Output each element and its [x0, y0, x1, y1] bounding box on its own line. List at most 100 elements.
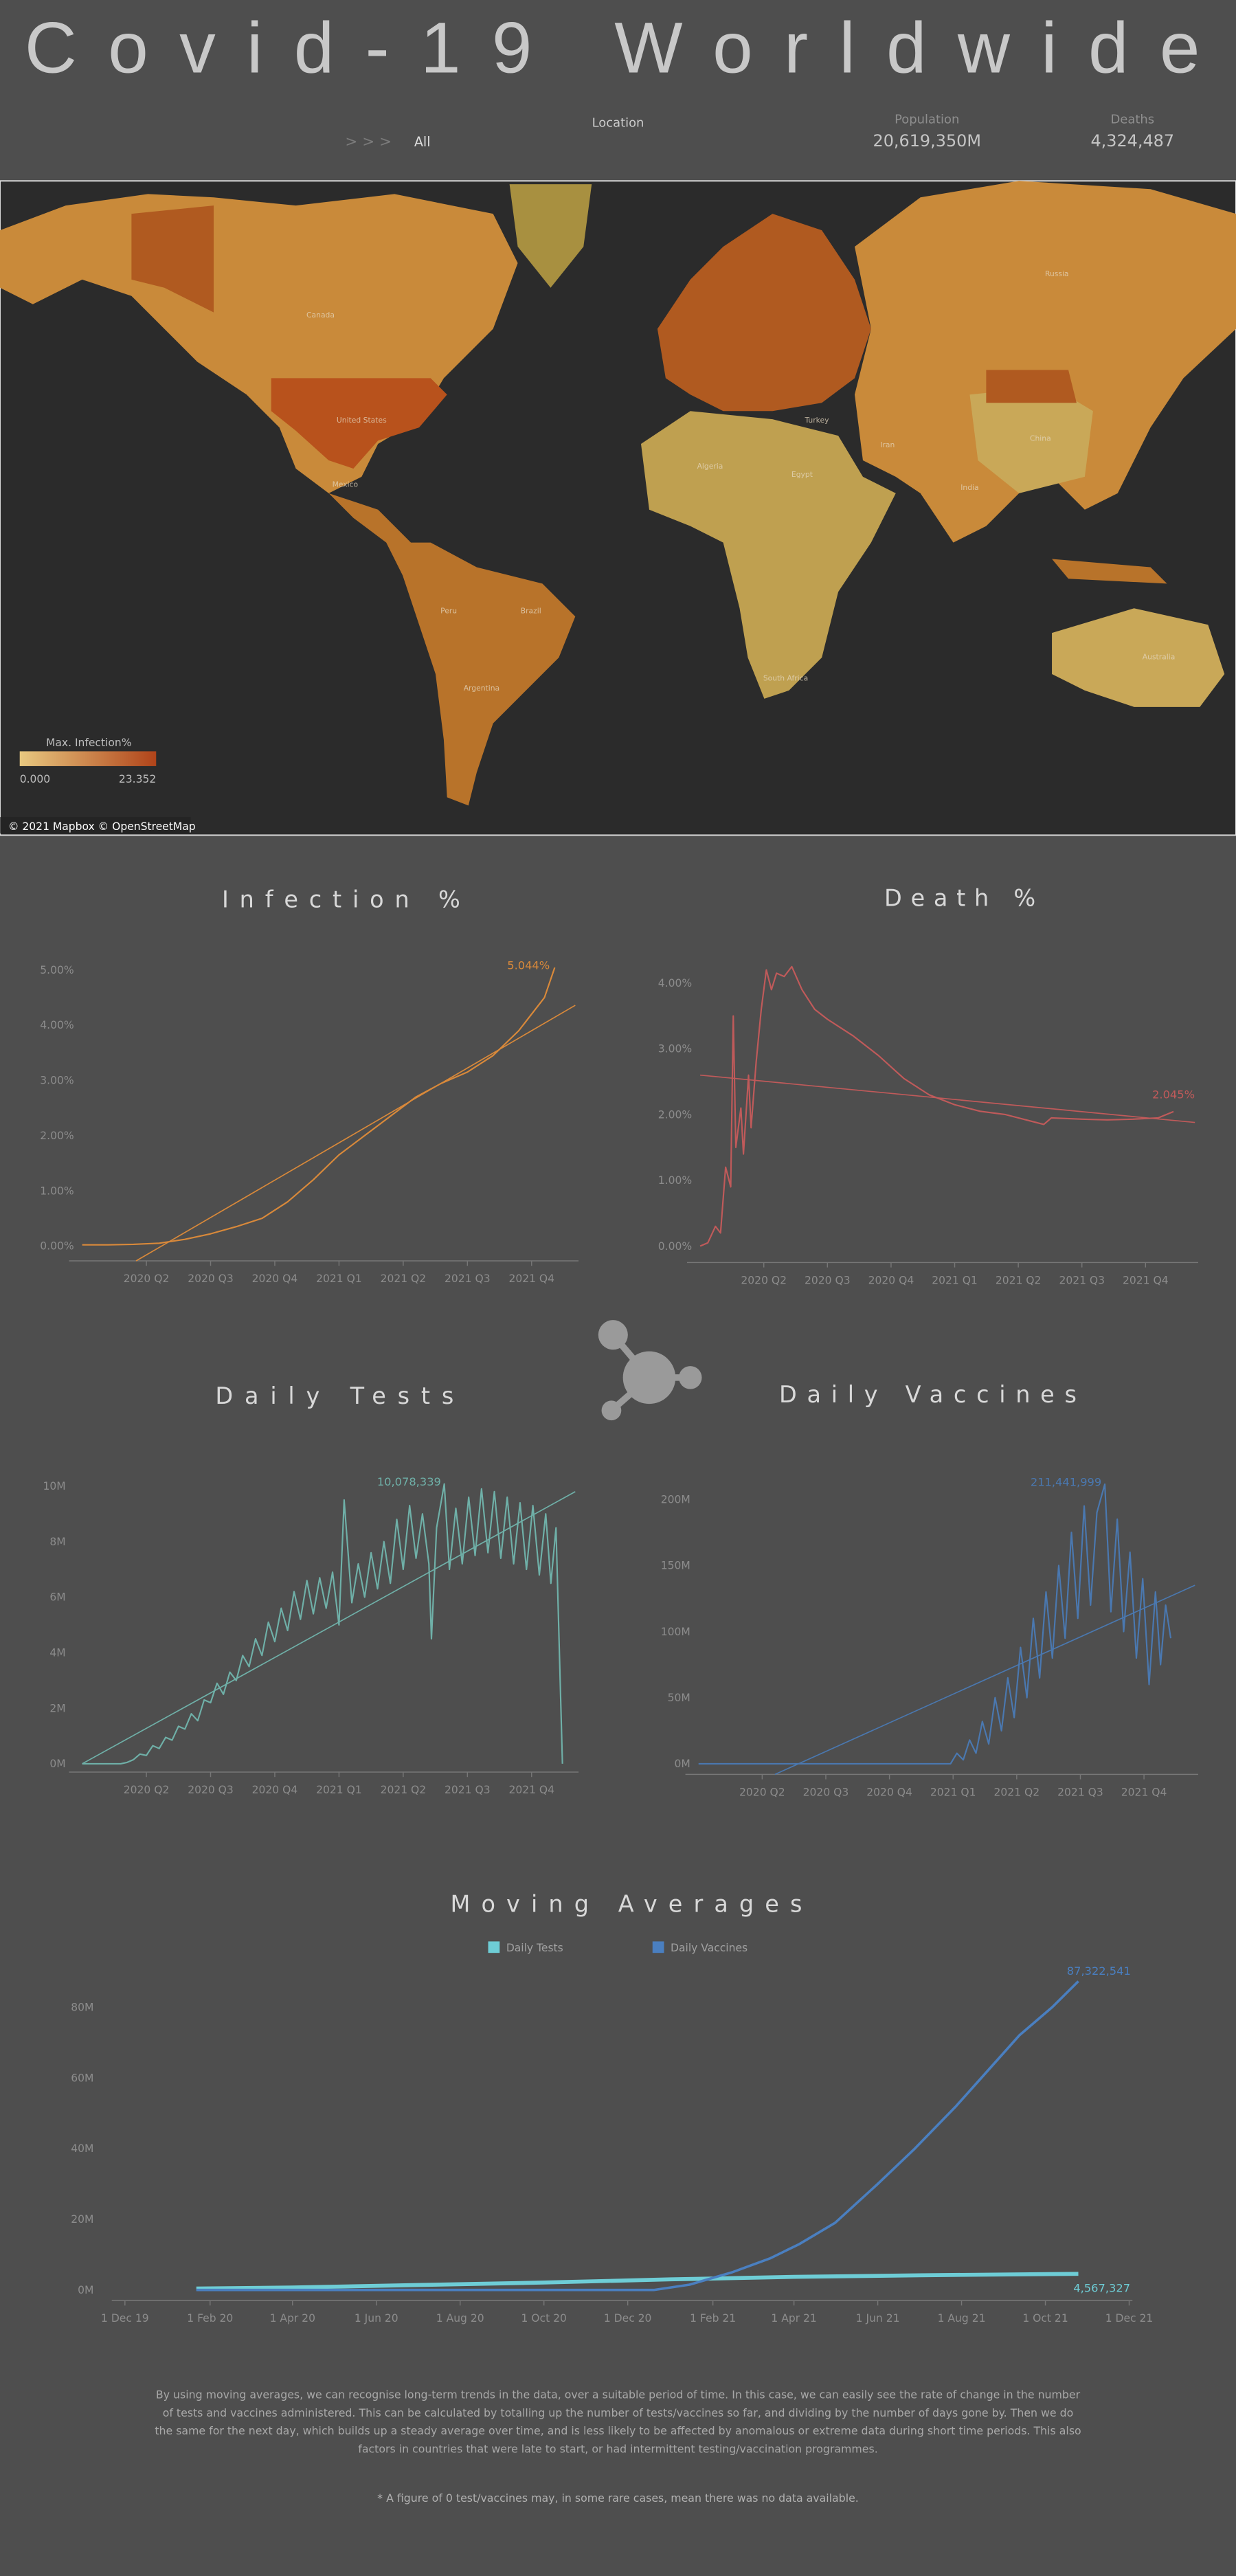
map-credit-bg	[0, 817, 191, 834]
map-legend-max: 23.352	[119, 773, 156, 785]
y-tick-label: 200M	[661, 1493, 690, 1505]
map-legend-min: 0.000	[20, 773, 50, 785]
x-tick-label: 2020 Q2	[739, 1786, 785, 1798]
population-value: 20,619,350M	[873, 131, 981, 150]
x-tick-label: 2021 Q4	[508, 1784, 554, 1796]
footer-text: By using moving averages, we can recogni…	[156, 2388, 1081, 2401]
x-tick-label: 1 Oct 21	[1022, 2312, 1068, 2325]
data-label: 10,078,339	[377, 1475, 441, 1488]
x-tick-label: 2020 Q4	[868, 1275, 914, 1287]
trend-line	[82, 1491, 576, 1765]
map-credit[interactable]: © 2021 Mapbox © OpenStreetMap	[8, 820, 196, 833]
trend-line	[135, 1005, 576, 1262]
x-tick-label: 1 Dec 20	[604, 2312, 652, 2325]
x-tick-label: 2020 Q2	[741, 1275, 787, 1287]
map[interactable]: Canada United States Russia China India …	[0, 180, 1236, 836]
map-label: Peru	[440, 606, 457, 615]
x-tick-label: 2021 Q2	[996, 1275, 1042, 1287]
land	[328, 493, 576, 806]
y-tick-label: 60M	[71, 2072, 93, 2084]
data-line	[196, 2272, 1079, 2291]
land	[1052, 608, 1225, 707]
x-tick-label: 2021 Q3	[1059, 1275, 1105, 1287]
x-tick-label: 2021 Q2	[381, 1784, 427, 1796]
legend-swatch	[488, 1941, 500, 1953]
data-label: 87,322,541	[1067, 1964, 1131, 1978]
x-tick-label: 1 Jun 20	[355, 2312, 398, 2325]
y-tick-label: 2.00%	[40, 1130, 74, 1142]
y-tick-label: 8M	[49, 1536, 65, 1548]
y-tick-label: 100M	[661, 1626, 690, 1638]
map-label: Mexico	[333, 480, 359, 489]
population-label: Population	[895, 113, 959, 127]
x-tick-label: 2020 Q2	[124, 1273, 170, 1285]
x-tick-label: 2021 Q2	[994, 1786, 1040, 1798]
map-label: South Africa	[763, 674, 808, 683]
y-tick-label: 10M	[43, 1480, 66, 1492]
x-tick-label: 1 Apr 21	[771, 2312, 816, 2325]
y-tick-label: 0M	[49, 1758, 65, 1770]
land	[131, 205, 214, 313]
legend-label: Daily Tests	[506, 1942, 563, 1954]
y-tick-label: 2M	[49, 1702, 65, 1714]
map-label: Russia	[1045, 269, 1069, 278]
footer-text: of tests and vaccines administered. This…	[163, 2406, 1074, 2419]
legend-label: Daily Vaccines	[671, 1942, 748, 1954]
x-tick-label: 2020 Q3	[805, 1275, 851, 1287]
land	[854, 181, 1236, 543]
land	[986, 370, 1077, 403]
map-label: Algeria	[697, 462, 723, 471]
deaths-label: Deaths	[1110, 113, 1154, 127]
y-tick-label: 1.00%	[40, 1185, 74, 1197]
chart-title: Moving Averages	[450, 1890, 802, 1917]
y-tick-label: 0M	[78, 2284, 93, 2296]
x-tick-label: 2021 Q1	[316, 1784, 362, 1796]
x-tick-label: 1 Oct 20	[521, 2312, 566, 2325]
map-label: China	[1030, 434, 1051, 443]
x-tick-label: 1 Feb 20	[187, 2312, 233, 2325]
map-label: United States	[337, 416, 387, 425]
land	[1052, 559, 1167, 584]
land	[509, 184, 592, 288]
x-tick-label: 2021 Q4	[1123, 1275, 1169, 1287]
x-tick-label: 2021 Q3	[445, 1784, 491, 1796]
y-tick-label: 50M	[668, 1692, 690, 1704]
x-tick-label: 1 Aug 20	[436, 2312, 484, 2325]
x-tick-label: 1 Dec 21	[1105, 2312, 1154, 2325]
y-tick-label: 2.00%	[658, 1108, 692, 1121]
map-label: Canada	[306, 311, 335, 320]
y-tick-label: 0M	[674, 1758, 690, 1770]
data-line	[82, 967, 556, 1246]
y-tick-label: 4M	[49, 1647, 65, 1659]
y-tick-label: 3.00%	[40, 1075, 74, 1087]
location-label[interactable]: Location	[592, 115, 644, 130]
trend-line	[700, 1074, 1195, 1123]
y-tick-label: 40M	[71, 2142, 93, 2155]
map-label: Brazil	[521, 606, 541, 615]
x-tick-label: 1 Jun 21	[856, 2312, 900, 2325]
footer-note: * A figure of 0 test/vaccines may, in so…	[377, 2491, 859, 2505]
footer-text: the same for the next day, which builds …	[155, 2424, 1081, 2437]
x-tick-label: 2020 Q4	[866, 1786, 912, 1798]
logo-icon	[598, 1320, 702, 1421]
y-tick-label: 1.00%	[658, 1174, 692, 1187]
map-legend-title: Max. Infection%	[46, 737, 131, 749]
x-tick-label: 2021 Q3	[1057, 1786, 1103, 1798]
x-tick-label: 2021 Q4	[508, 1273, 554, 1285]
breadcrumb[interactable]: > > >	[345, 133, 392, 150]
data-label: 2.045%	[1152, 1088, 1195, 1101]
y-tick-label: 5.00%	[40, 964, 74, 976]
filter-value[interactable]: All	[414, 134, 431, 150]
y-tick-label: 0.00%	[40, 1240, 74, 1253]
y-tick-label: 150M	[661, 1560, 690, 1572]
x-tick-label: 1 Dec 19	[101, 2312, 149, 2325]
map-label: Argentina	[464, 684, 499, 693]
y-tick-label: 6M	[49, 1591, 65, 1604]
land	[969, 386, 1093, 493]
x-tick-label: 2020 Q4	[252, 1273, 298, 1285]
legend-swatch	[652, 1941, 664, 1953]
x-tick-label: 2021 Q1	[932, 1275, 978, 1287]
y-tick-label: 80M	[71, 2001, 93, 2013]
footer-text: factors in countries that were late to s…	[358, 2442, 877, 2455]
